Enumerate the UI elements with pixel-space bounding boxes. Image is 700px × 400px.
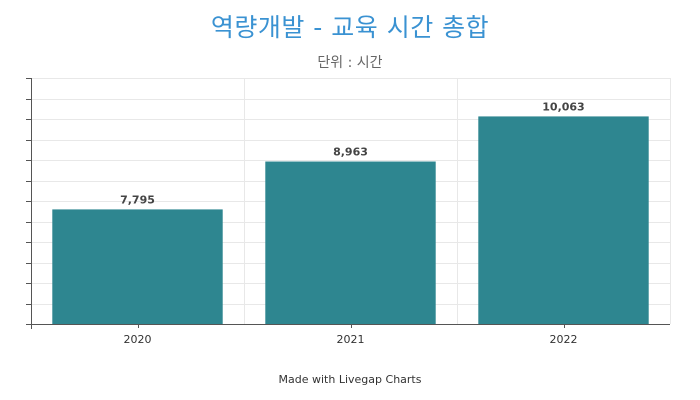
data-label-2022: 10,063: [542, 100, 584, 113]
bar-2021: [265, 161, 436, 324]
data-label-2020: 7,795: [120, 193, 155, 206]
x-tick-label-2021: 2021: [337, 333, 365, 346]
footer-credit[interactable]: Made with Livegap Charts: [278, 373, 422, 386]
x-tick-label-2020: 2020: [124, 333, 152, 346]
axes: [26, 78, 670, 329]
bar-2022: [478, 116, 649, 325]
chart-subtitle: 단위 : 시간: [317, 55, 383, 71]
data-label-2021: 8,963: [333, 146, 368, 159]
bar-2020: [52, 209, 223, 324]
chart-title: 역량개발 - 교육 시간 총합: [210, 13, 490, 42]
x-tick-label-2022: 2022: [550, 333, 578, 346]
labels: 7,795 2020 8,963 2021 10,063 2022: [120, 100, 585, 346]
bars: [52, 116, 649, 325]
